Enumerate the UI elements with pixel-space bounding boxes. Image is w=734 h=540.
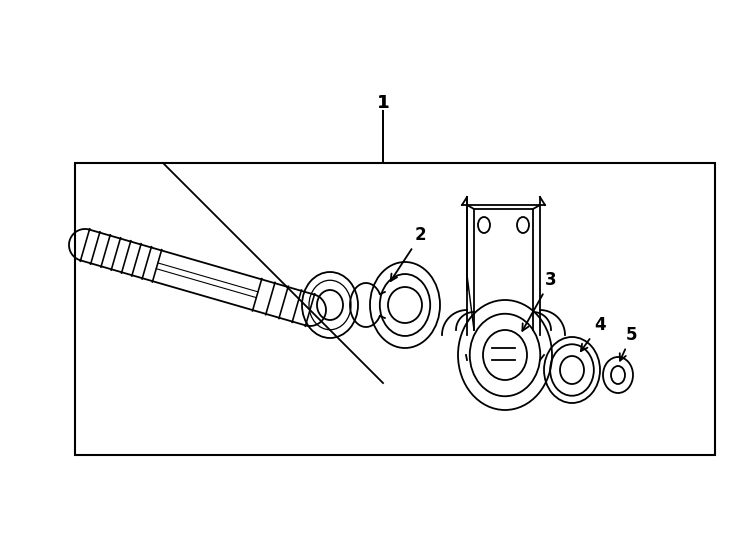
Text: 5: 5 [619, 326, 638, 361]
Text: 3: 3 [523, 271, 556, 331]
Text: 2: 2 [390, 226, 426, 281]
Text: 1: 1 [377, 94, 389, 112]
Bar [75, 163, 715, 455]
Text: 1: 1 [377, 94, 389, 112]
Text: 4: 4 [581, 316, 606, 351]
